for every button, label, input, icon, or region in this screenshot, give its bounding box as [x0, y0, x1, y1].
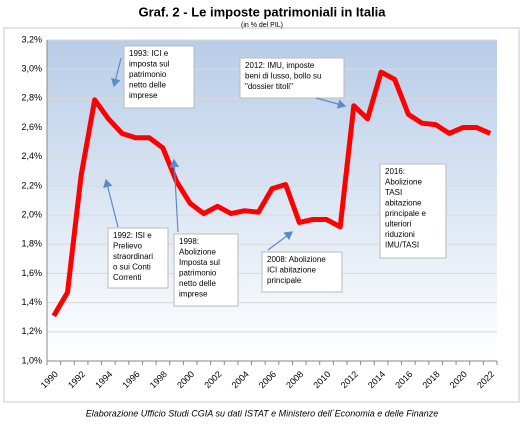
annotation-text: Abolizione: [179, 248, 216, 257]
annotation-text: abitazione: [385, 199, 422, 208]
annotation-text: ICI abitazione: [267, 266, 316, 275]
annotation-box: [239, 57, 345, 99]
annotation-text: ulteriori: [385, 220, 411, 229]
annotation-text: 2012: IMU, imposte: [245, 61, 315, 70]
y-tick-label: 3,2%: [21, 34, 42, 44]
annotation-text: IMU/TASI: [385, 241, 419, 250]
annotation-text: imprese: [179, 290, 208, 299]
annotation-text: netto delle: [129, 81, 166, 90]
chart-subtitle: (in % del PIL): [241, 22, 283, 29]
annotation-text: 2008: Abolizione: [267, 255, 326, 264]
annotation-text: imprese: [129, 91, 158, 100]
annotation-text: 1992: ISI e: [113, 231, 152, 240]
annotation-text: patrimonio: [129, 70, 167, 79]
annotation-box: [379, 163, 447, 259]
annotation-text: TASI: [385, 188, 402, 197]
annotation-text: Correnti: [113, 273, 142, 282]
y-tick-label: 2,4%: [21, 151, 42, 161]
annotation-text: 1998:: [179, 237, 199, 246]
footer: Elaborazione Ufficio Studi CGIA su dati …: [86, 408, 439, 418]
y-tick-label: 2,2%: [21, 180, 42, 190]
y-tick-label: 2,8%: [21, 93, 42, 103]
y-tick-label: 2,6%: [21, 122, 42, 132]
annotation-box: [173, 233, 239, 307]
chart-title: Graf. 2 - Le imposte patrimoniali in Ita…: [138, 4, 386, 19]
annotation-text: o sui Conti: [113, 263, 151, 272]
annotation-text: 1993: ICI e: [129, 49, 169, 58]
annotation-text: Imposta sul: [179, 258, 220, 267]
annotation-text: patrimonio: [179, 269, 217, 278]
annotation-text: riduzioni: [385, 230, 415, 239]
annotation-box: [123, 45, 195, 109]
annotation-text: "dossier titoli": [245, 82, 293, 91]
annotation-text: Prelievo: [113, 242, 142, 251]
y-tick-label: 1,4%: [21, 297, 42, 307]
annotation-text: Abolizione: [385, 178, 422, 187]
y-tick-label: 1,0%: [21, 355, 42, 365]
annotation-text: 2016:: [385, 167, 405, 176]
y-tick-label: 2,0%: [21, 209, 42, 219]
annotation-text: netto delle: [179, 279, 216, 288]
y-tick-label: 1,8%: [21, 239, 42, 249]
y-tick-label: 3,0%: [21, 64, 42, 74]
annotation-arrow: [103, 178, 119, 228]
annotation-arrow: [169, 158, 180, 233]
annotation-text: beni di lusso, bollo su: [245, 72, 322, 81]
y-tick-label: 1,2%: [21, 326, 42, 336]
annotation-box: [107, 227, 169, 289]
data-line: [51, 69, 492, 318]
annotation-text: principale: [267, 276, 302, 285]
annotation-arrow: [315, 97, 347, 109]
annotation-text: imposta sul: [129, 60, 170, 69]
annotation-arrow: [111, 57, 122, 88]
annotation-text: principale e: [385, 209, 426, 218]
annotation-text: straordinari: [113, 252, 153, 261]
annotation-arrow: [267, 231, 293, 251]
annotation-box: [261, 251, 343, 293]
y-tick-label: 1,6%: [21, 268, 42, 278]
